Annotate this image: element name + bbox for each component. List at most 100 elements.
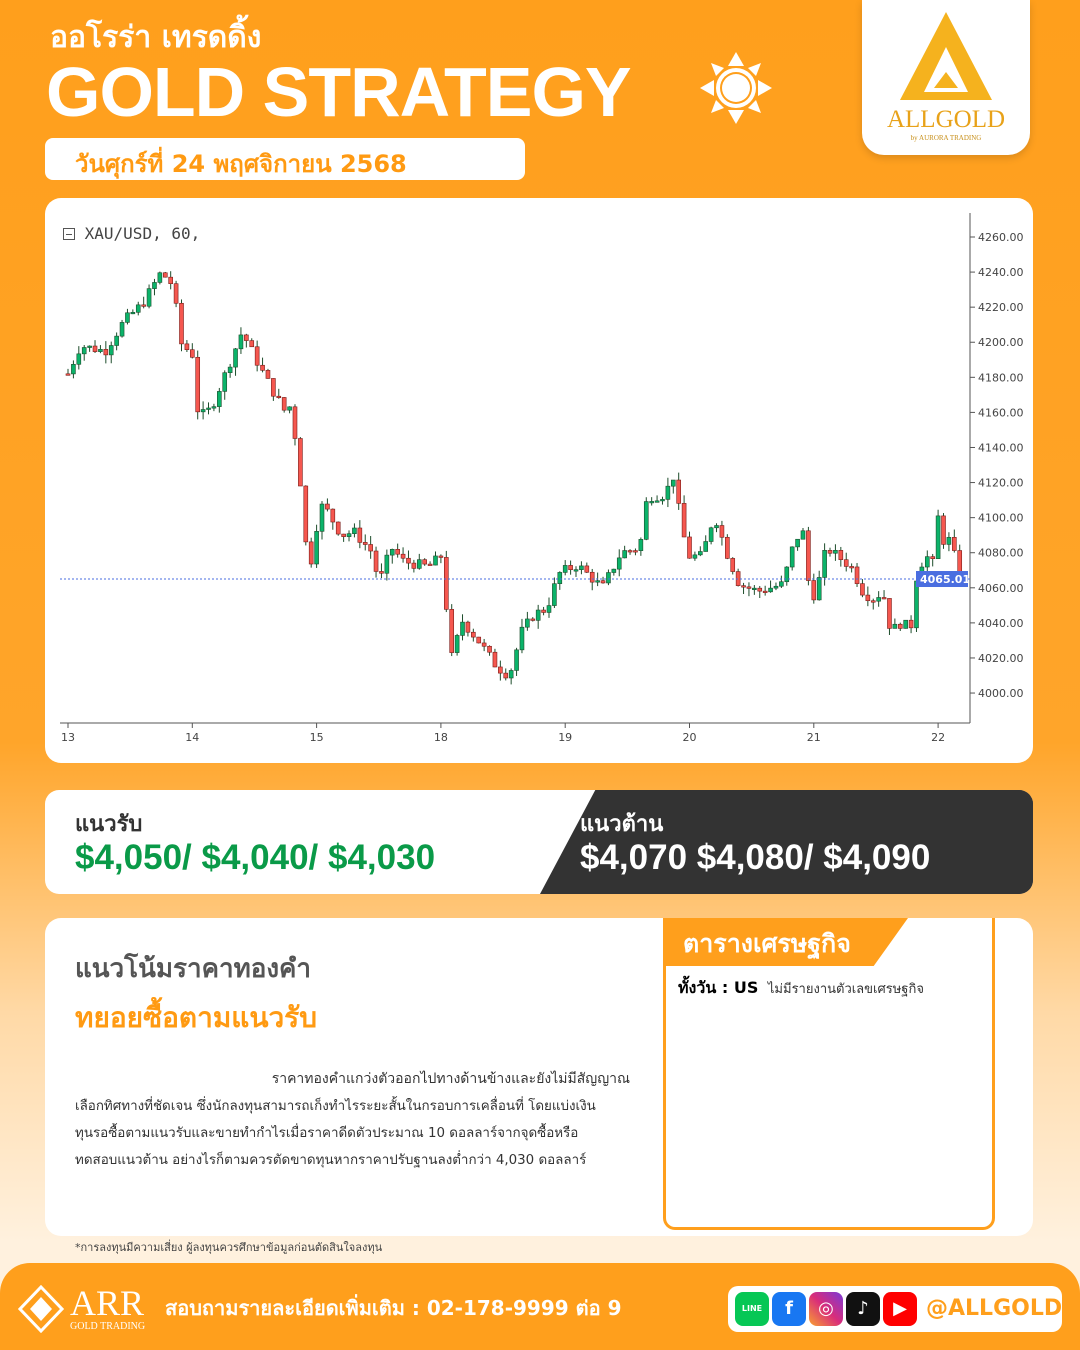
instagram-icon[interactable]: ◎ — [809, 1292, 843, 1326]
candle-body — [703, 541, 709, 552]
price-chart-card: 4000.00 4020.00 4040.00 4060.00 4080.00 4100.… — [45, 198, 1033, 763]
candle-body — [233, 348, 238, 368]
brand-subtitle: ออโรร่า เทรดดิ้ง — [50, 20, 262, 55]
candle-body — [676, 479, 681, 504]
candle-body — [179, 302, 184, 345]
candle-body — [903, 619, 908, 629]
candle-body — [660, 499, 665, 502]
candle-body — [200, 409, 206, 413]
candle-body — [579, 565, 584, 570]
candle-body — [444, 557, 449, 610]
candle-body — [146, 288, 152, 307]
candle-body — [876, 597, 881, 602]
candle-body — [519, 626, 525, 651]
candle-body — [389, 549, 395, 556]
candle-body — [941, 515, 946, 545]
econ-row: ทั้งวัน : US ไม่มีรายงานตัวเลขเศรษฐกิจ — [678, 976, 924, 1001]
y-tick-label: 4100.00 — [978, 512, 1024, 525]
candle-body — [108, 345, 114, 356]
candle-body — [789, 546, 795, 568]
candle-body — [897, 623, 903, 629]
candle-body — [395, 549, 400, 555]
candle-body — [757, 587, 763, 592]
candle-body — [865, 594, 871, 602]
candle-body — [222, 372, 228, 392]
candle-body — [838, 550, 844, 560]
facebook-icon[interactable]: f — [772, 1292, 806, 1326]
candle-body — [487, 645, 492, 653]
candle-body — [508, 670, 514, 679]
logo-by: by AURORA TRADING — [910, 134, 982, 142]
candle-body — [438, 555, 444, 558]
candle-body — [887, 598, 892, 629]
candle-body — [714, 525, 719, 529]
footer-brand-sub: GOLD TRADING — [70, 1321, 146, 1332]
symbol-legend: XAU/USD, 60, — [63, 224, 200, 243]
candle-body — [708, 527, 714, 542]
candle-body — [746, 586, 752, 589]
candle-body — [616, 557, 622, 570]
contact-text: สอบถามรายละเอียดเพิ่มเติม : 02-178-9999 … — [165, 1284, 720, 1332]
allgold-triangle-icon — [900, 12, 992, 100]
candle-body — [103, 349, 109, 356]
trend-line: ราคาทองคำแกว่งตัวออกไปทางด้านข้างและยังไ… — [271, 1071, 630, 1087]
last-price-label: 4065.01 — [920, 573, 970, 586]
candle-body — [362, 542, 368, 545]
candle-body — [687, 536, 692, 559]
candle-body — [346, 533, 352, 537]
trend-heading: แนวโน้มราคาทองคำ — [75, 954, 312, 984]
candle-body — [119, 322, 125, 337]
line-icon[interactable]: LINE — [735, 1292, 769, 1326]
candle-body — [162, 272, 168, 278]
candle-body — [908, 619, 914, 629]
economic-calendar: ทั้งวัน : US ไม่มีรายงานตัวเลขเศรษฐกิจ — [663, 918, 995, 1230]
candle-body — [665, 485, 671, 500]
candle-body — [611, 568, 617, 573]
candle-body — [368, 544, 373, 552]
candle-body — [530, 618, 536, 621]
y-tick-label: 4180.00 — [978, 371, 1024, 384]
allgold-logo: ALLGOLD by AURORA TRADING — [862, 0, 1030, 155]
candle-body — [384, 554, 390, 574]
candle-body — [498, 666, 503, 674]
econ-time: ทั้งวัน : US — [678, 978, 759, 997]
candle-body — [557, 572, 563, 584]
x-tick-label: 21 — [807, 731, 821, 744]
candle-body — [314, 531, 319, 565]
candle-body — [195, 356, 201, 413]
y-tick-label: 4260.00 — [978, 231, 1024, 244]
candlestick-chart[interactable]: 4000.00 4020.00 4040.00 4060.00 4080.00 4100.… — [45, 198, 1033, 763]
candle-body — [930, 556, 935, 559]
candle-body — [406, 557, 411, 564]
social-handle[interactable]: @ALLGOLD — [926, 1296, 1063, 1321]
arr-diamond-icon — [18, 1285, 64, 1333]
trend-line: ทดสอบแนวต้าน อย่างไรก็ตามควรตัดขาดทุนหาก… — [75, 1153, 587, 1168]
trend-body: ราคาทองคำแกว่งตัวออกไปทางด้านข้างและยังไ… — [75, 1066, 630, 1174]
candle-body — [190, 349, 195, 358]
candle-body — [503, 672, 509, 679]
candle-body — [854, 566, 860, 584]
candle-body — [784, 566, 790, 583]
youtube-icon[interactable]: ▶ — [883, 1292, 917, 1326]
candle-body — [525, 618, 530, 628]
date-label: วันศุกร์ที่ 24 พฤศจิกายน 2568 — [45, 138, 525, 180]
candle-body — [741, 585, 746, 588]
candle-body — [584, 565, 590, 573]
page-title: GOLD STRATEGY — [46, 53, 632, 131]
candle-body — [681, 503, 687, 538]
resistance-values: $4,070 $4,080/ $4,090 — [580, 838, 931, 877]
tiktok-icon[interactable]: ♪ — [846, 1292, 880, 1326]
candle-body — [238, 334, 244, 350]
candle-body — [411, 562, 417, 569]
collapse-icon[interactable] — [63, 228, 75, 240]
candle-body — [87, 345, 92, 348]
logo-brand: ALLGOLD — [886, 106, 1006, 133]
candle-body — [471, 631, 476, 638]
last-price-tag — [916, 571, 968, 588]
candle-body — [211, 406, 217, 409]
candle-body — [476, 636, 482, 644]
candle-body — [422, 559, 427, 565]
candle-body — [271, 378, 276, 397]
candle-body — [649, 501, 654, 504]
x-tick-label: 22 — [931, 731, 945, 744]
